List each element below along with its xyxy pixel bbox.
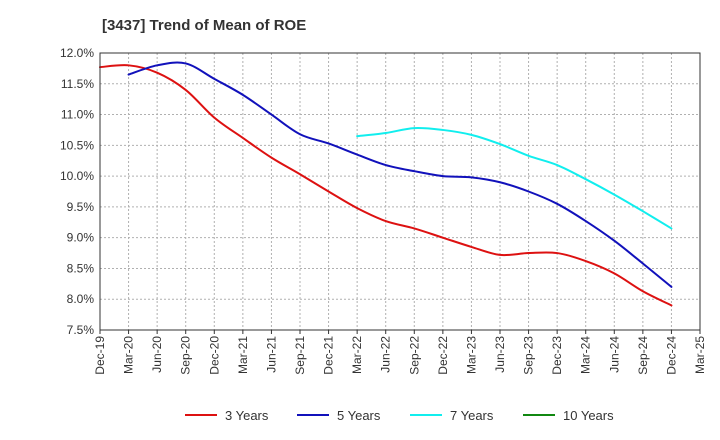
x-tick-label: Jun-20	[150, 336, 164, 373]
legend: 3 Years 5 Years 7 Years 10 Years	[185, 408, 614, 423]
x-tick-label: Jun-23	[493, 336, 507, 373]
series-line-3-years	[99, 64, 673, 307]
series-layer	[99, 61, 673, 307]
y-tick-label: 10.5%	[60, 138, 94, 152]
x-tick-label: Jun-21	[264, 336, 278, 373]
axis-layer: 12.0% 11.5% 11.0% 10.5% 10.0% 9.5% 9.0% 8.5% 8.0…	[60, 46, 707, 375]
x-tick-label: Mar-22	[350, 336, 364, 374]
legend-label-7-years: 7 Years	[450, 408, 494, 423]
y-tick-label: 11.0%	[61, 108, 94, 122]
x-tick-label: Dec-24	[664, 336, 678, 375]
x-tick-label: Jun-22	[379, 336, 393, 373]
y-tick-label: 8.0%	[67, 292, 95, 306]
grid-layer	[100, 53, 700, 330]
legend-label-3-years: 3 Years	[225, 408, 269, 423]
plot-frame	[99, 52, 701, 331]
chart-title: [3437] Trend of Mean of ROE	[102, 17, 306, 34]
x-tick-label: Sep-23	[522, 336, 536, 375]
x-tick-label: Sep-21	[293, 336, 307, 375]
x-tick-label: Dec-19	[93, 336, 107, 375]
legend-label-5-years: 5 Years	[337, 408, 381, 423]
x-tick-label: Dec-22	[436, 336, 450, 375]
x-tick-label: Mar-24	[579, 336, 593, 374]
y-tick-label: 7.5%	[67, 323, 95, 337]
y-tick-label: 11.5%	[61, 77, 94, 91]
y-tick-label: 9.5%	[67, 200, 95, 214]
y-tick-label: 12.0%	[60, 46, 94, 60]
y-tick-label: 10.0%	[60, 169, 94, 183]
x-tick-label: Sep-24	[636, 336, 650, 375]
legend-label-10-years: 10 Years	[563, 408, 614, 423]
x-tick-label: Mar-25	[693, 336, 707, 374]
x-tick-label: Mar-20	[122, 336, 136, 374]
x-tick-label: Dec-23	[550, 336, 564, 375]
x-tick-label: Mar-21	[236, 336, 250, 374]
x-tick-label: Sep-22	[407, 336, 421, 375]
x-tick-label: Sep-20	[179, 336, 193, 375]
y-tick-label: 9.0%	[67, 231, 95, 245]
x-tick-label: Dec-21	[322, 336, 336, 375]
x-tick-label: Dec-20	[207, 336, 221, 375]
series-line-7-years	[356, 126, 673, 230]
y-tick-label: 8.5%	[67, 261, 95, 275]
x-tick-label: Mar-23	[464, 336, 478, 374]
series-line-5-years	[127, 61, 673, 288]
x-tick-label: Jun-24	[607, 336, 621, 373]
